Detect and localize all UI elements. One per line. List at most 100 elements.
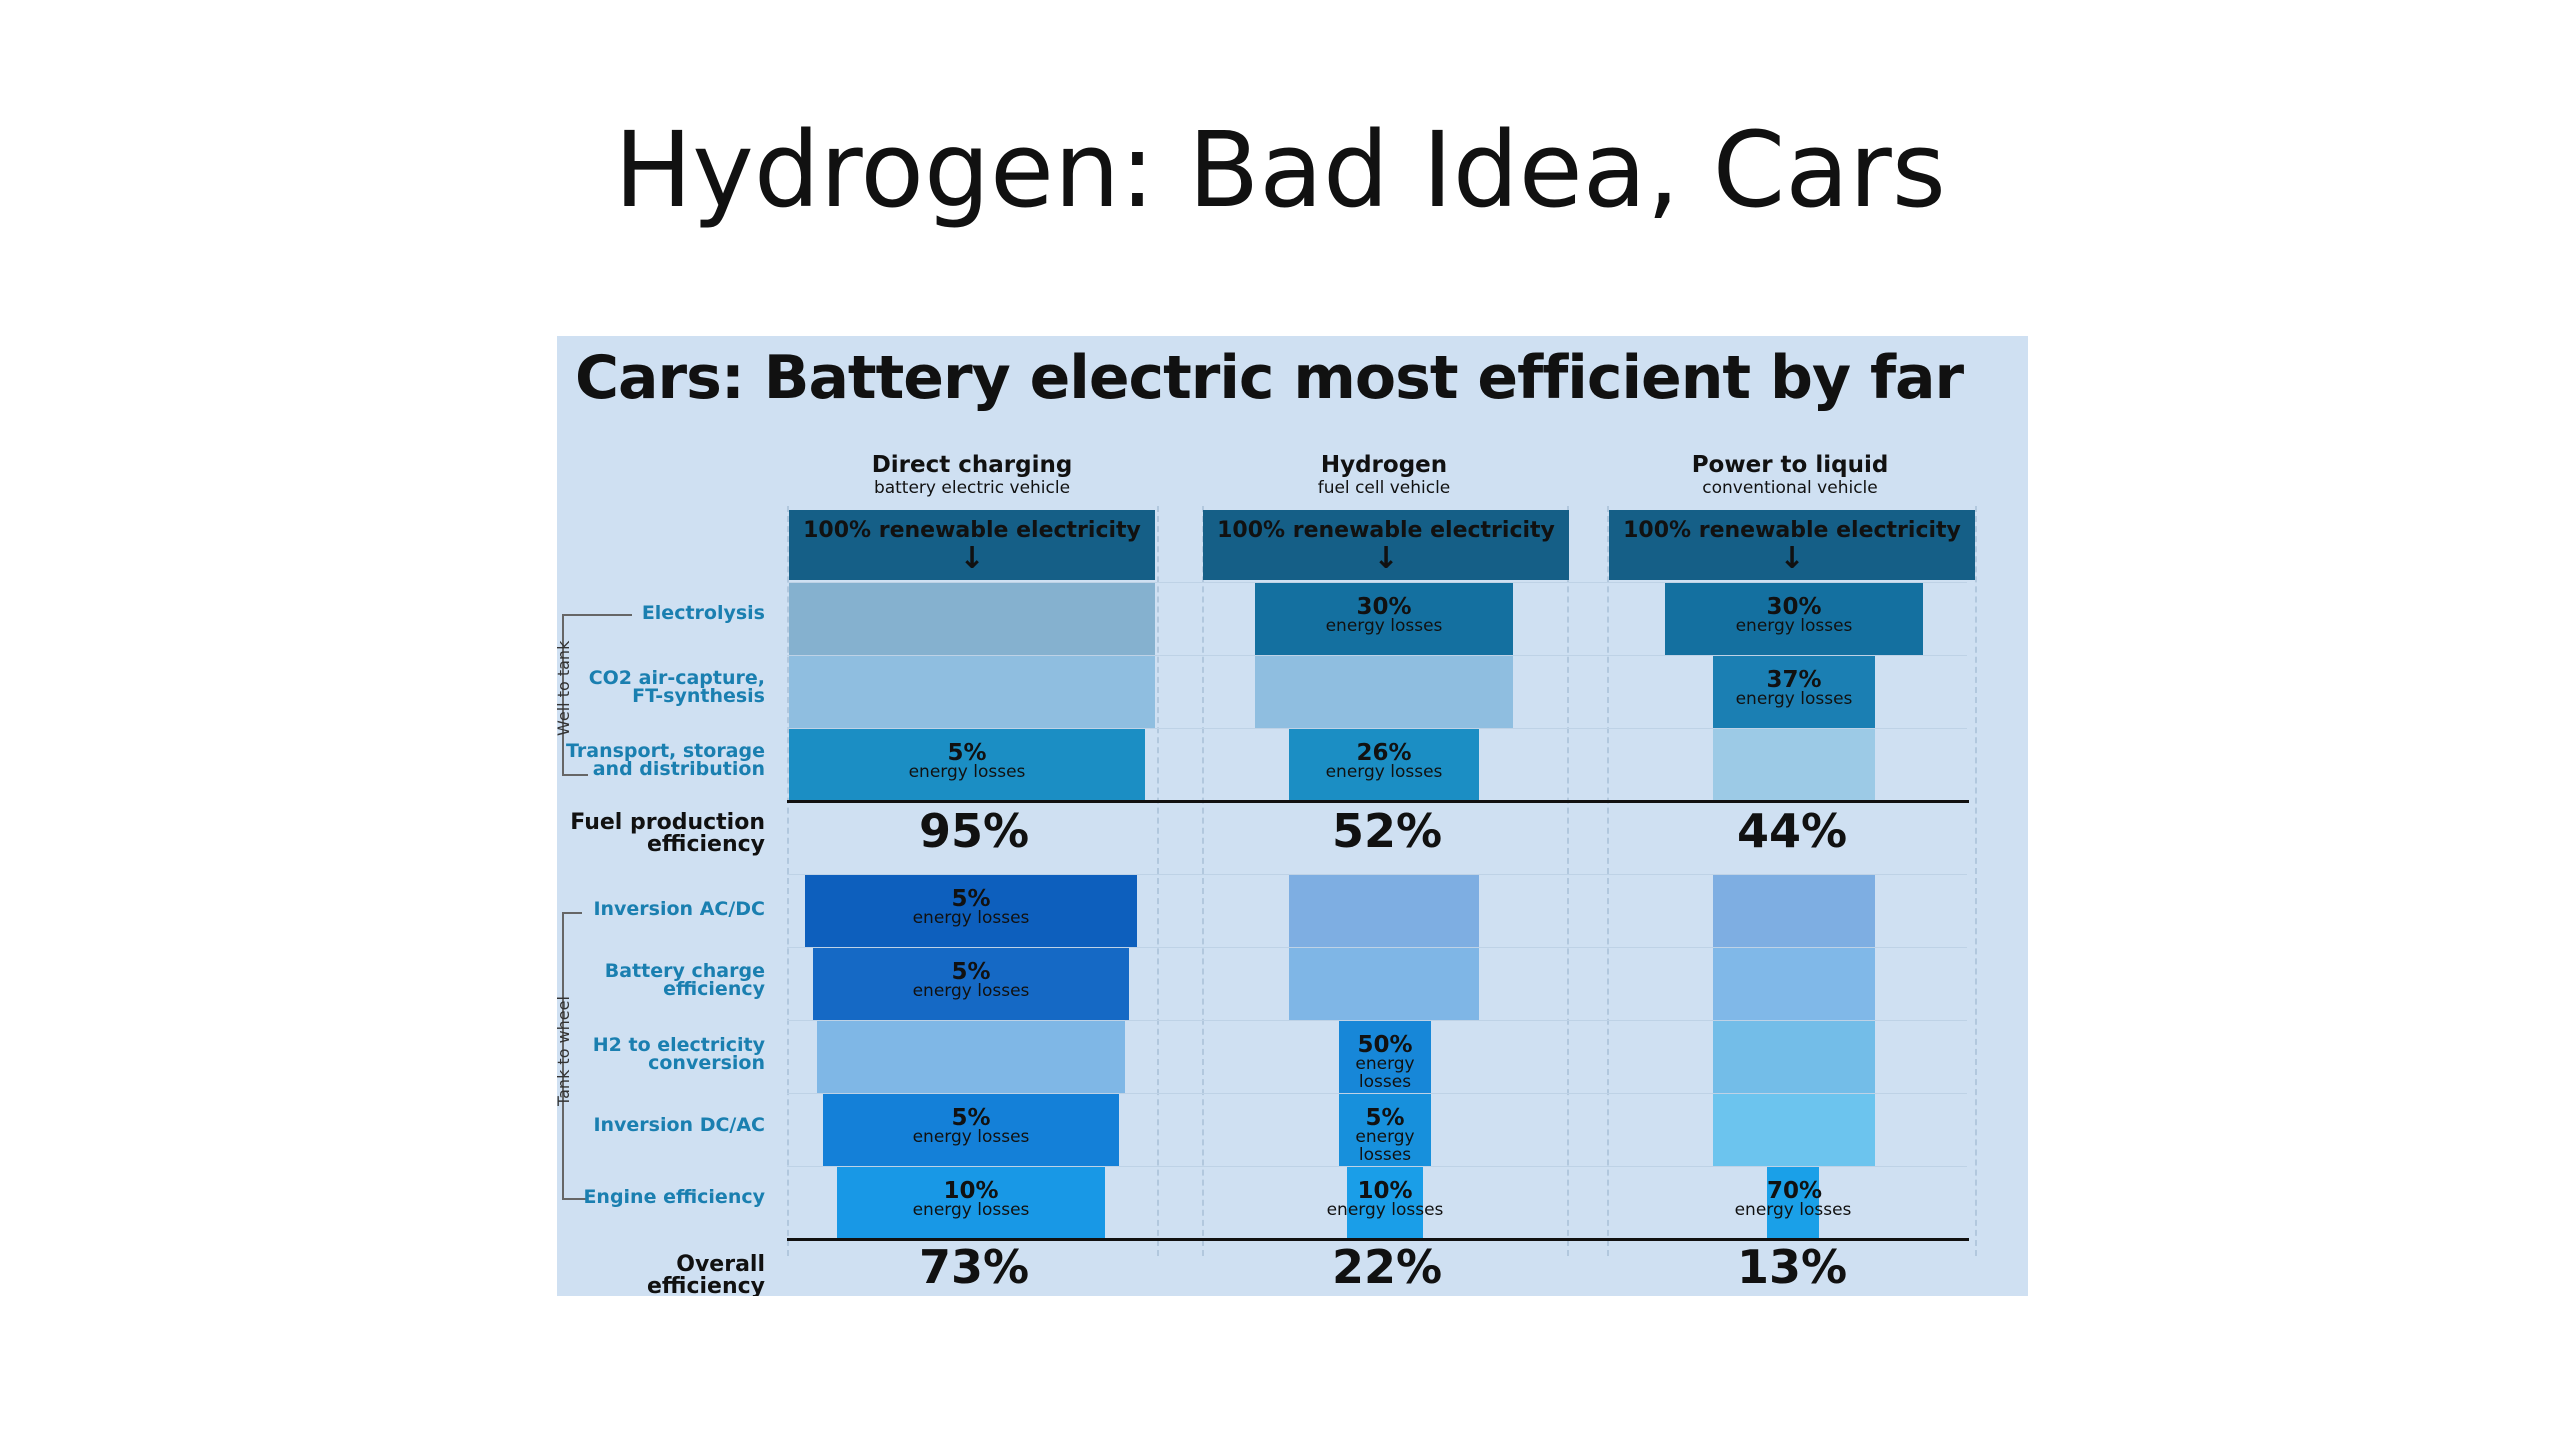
overall-efficiency-direct: 73%	[918, 1240, 1030, 1294]
loss-block: 30% energy losses	[1255, 583, 1513, 655]
column-header-direct-charging: Direct charging battery electric vehicle	[787, 452, 1157, 498]
loss-label: energy losses	[912, 1200, 1030, 1220]
loss-label: energy losses	[908, 762, 1026, 782]
loss-percent: 10%	[1357, 1178, 1413, 1204]
row-label-engine: Engine efficiency	[583, 1186, 765, 1208]
efficiency-infographic: Cars: Battery electric most efficient by…	[557, 336, 2028, 1296]
column-guide	[1567, 506, 1569, 1256]
loss-block: 5% energy losses	[805, 875, 1137, 947]
overall-efficiency-hydrogen: 22%	[1331, 1240, 1443, 1294]
loss-percent: 5%	[951, 886, 991, 912]
column-title: Power to liquid	[1691, 452, 1889, 478]
bracket-tick	[562, 614, 632, 616]
row-label-overall: Overall efficiency	[646, 1252, 765, 1297]
source-block-direct-charging: 100% renewable electricity ↓	[789, 510, 1155, 580]
row-guide	[787, 1093, 1967, 1094]
row-label-fuel-production: Fuel production efficiency	[570, 810, 765, 857]
row-label-transport: Transport, storage and distribution	[566, 740, 765, 780]
loss-block: 50% energy losses	[1339, 1021, 1431, 1093]
down-arrow-icon: ↓	[1779, 541, 1805, 576]
row-guide	[787, 1166, 1967, 1167]
energy-block	[1289, 875, 1479, 947]
column-guide	[1157, 506, 1159, 1256]
energy-block	[1255, 656, 1513, 728]
column-guide	[1975, 506, 1977, 1256]
loss-percent: 30%	[1766, 594, 1822, 620]
loss-label: energy losses	[1734, 1200, 1852, 1220]
loss-percent: 5%	[947, 740, 987, 766]
loss-label: energy losses	[1325, 762, 1443, 782]
loss-label: energy losses	[1355, 1127, 1415, 1165]
loss-block: 26% energy losses	[1289, 729, 1479, 801]
loss-block: 30% energy losses	[1665, 583, 1923, 655]
bracket-tick	[562, 1198, 586, 1200]
row-label-electrolysis: Electrolysis	[641, 602, 765, 624]
energy-block	[789, 656, 1155, 728]
loss-percent: 5%	[1365, 1105, 1405, 1131]
row-label-inversion-acdc: Inversion AC/DC	[593, 898, 765, 920]
loss-block: 5% energy losses	[789, 729, 1145, 801]
row-label-inversion-dcac: Inversion DC/AC	[593, 1114, 765, 1136]
column-header-power-to-liquid: Power to liquid conventional vehicle	[1605, 452, 1975, 498]
loss-block: 5% energy losses	[1339, 1094, 1431, 1166]
loss-label: energy losses	[1735, 689, 1853, 709]
tank-to-wheel-bracket	[562, 912, 564, 1198]
loss-label: energy losses	[912, 981, 1030, 1001]
row-guide	[787, 874, 1967, 875]
loss-label: energy losses	[1325, 616, 1443, 636]
loss-percent: 5%	[951, 959, 991, 985]
loss-label: energy losses	[1735, 616, 1853, 636]
infographic-title: Cars: Battery electric most efficient by…	[575, 343, 1964, 413]
fuel-production-efficiency-hydrogen: 52%	[1331, 804, 1443, 858]
loss-percent: 26%	[1356, 740, 1412, 766]
section-divider	[787, 1238, 1969, 1241]
energy-block	[1713, 875, 1875, 947]
loss-label: energy losses	[912, 908, 1030, 928]
column-title: Direct charging	[871, 452, 1073, 478]
well-to-tank-bracket	[562, 614, 564, 774]
column-subtitle: conventional vehicle	[1702, 478, 1878, 498]
down-arrow-icon: ↓	[959, 541, 985, 576]
loss-block: 70% energy losses	[1735, 1167, 1851, 1239]
source-label: 100% renewable electricity	[1623, 518, 1961, 543]
bracket-tick	[562, 774, 588, 776]
row-label-co2-capture: CO2 air-capture, FT-synthesis	[588, 667, 765, 707]
column-guide	[1202, 506, 1204, 1256]
loss-label: energy losses	[912, 1127, 1030, 1147]
column-subtitle: battery electric vehicle	[873, 478, 1071, 498]
loss-percent: 37%	[1766, 667, 1822, 693]
loss-block: 10% energy losses	[837, 1167, 1105, 1239]
row-label-h2-conversion: H2 to electricity conversion	[592, 1034, 765, 1074]
row-guide	[787, 728, 1967, 729]
row-guide	[787, 582, 1967, 583]
loss-percent: 70%	[1767, 1178, 1823, 1204]
source-label: 100% renewable electricity	[803, 518, 1141, 543]
loss-percent: 30%	[1356, 594, 1412, 620]
row-label-battery-charge: Battery charge efficiency	[604, 960, 765, 1000]
energy-block	[817, 1021, 1125, 1093]
row-guide	[787, 1020, 1967, 1021]
overall-efficiency-ptl: 13%	[1736, 1240, 1848, 1294]
bracket-tick	[562, 912, 582, 914]
loss-percent: 50%	[1357, 1032, 1413, 1058]
loss-block: 5% energy losses	[813, 948, 1129, 1020]
column-header-hydrogen: Hydrogen fuel cell vehicle	[1199, 452, 1569, 498]
loss-block: 5% energy losses	[823, 1094, 1119, 1166]
source-block-hydrogen: 100% renewable electricity ↓	[1203, 510, 1569, 580]
fuel-production-efficiency-ptl: 44%	[1736, 804, 1848, 858]
column-subtitle: fuel cell vehicle	[1317, 478, 1451, 498]
energy-block	[1713, 1021, 1875, 1093]
fuel-production-efficiency-direct: 95%	[918, 804, 1030, 858]
down-arrow-icon: ↓	[1373, 541, 1399, 576]
slide-title: Hydrogen: Bad Idea, Cars	[614, 109, 1946, 231]
energy-block	[789, 583, 1155, 655]
loss-block: 37% energy losses	[1713, 656, 1875, 728]
loss-percent: 5%	[951, 1105, 991, 1131]
loss-label: energy losses	[1355, 1054, 1415, 1092]
energy-block	[1713, 948, 1875, 1020]
section-divider	[787, 800, 1969, 803]
energy-block	[1289, 948, 1479, 1020]
energy-block	[1713, 1094, 1875, 1166]
loss-percent: 10%	[943, 1178, 999, 1204]
column-guide	[787, 506, 789, 1256]
